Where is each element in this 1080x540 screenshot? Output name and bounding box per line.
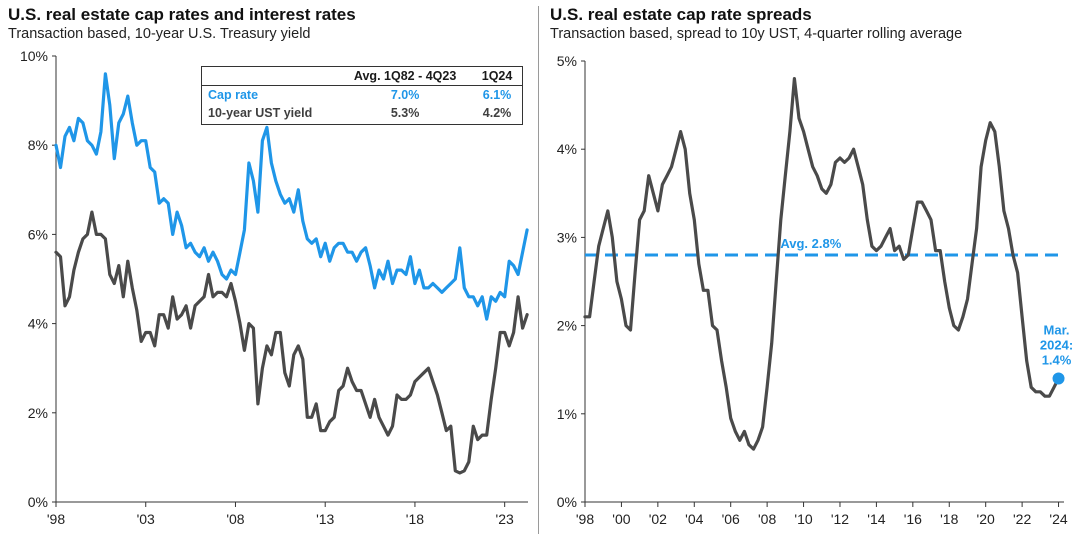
left-chart-svg: 0% 2% 4% 6% 8% 10% '98 '03 '08 '13 '18 '23	[20, 48, 529, 527]
legend-header-row: Avg. 1Q82 - 4Q23 1Q24	[202, 67, 522, 86]
right-chart-svg: 0% 1% 2% 3% 4% 5% '98 '00 '02 '04 '06 '08 '10 '12 '14 '…	[557, 53, 1073, 527]
right-chart-panel: U.S. real estate cap rate spreads Transa…	[544, 0, 1080, 540]
legend-cap-rate-avg: 7.0%	[390, 88, 420, 102]
y-tick-label: 3%	[557, 229, 577, 245]
x-tick-label: '08	[226, 511, 244, 527]
x-tick-label: '98	[47, 511, 65, 527]
x-tick-label: '03	[137, 511, 155, 527]
left-chart-title: U.S. real estate cap rates and interest …	[8, 5, 356, 24]
y-tick-label: 10%	[20, 48, 48, 64]
average-label: Avg. 2.8%	[780, 236, 841, 251]
x-tick-label: '16	[904, 511, 922, 527]
endpoint-label-line: 1.4%	[1042, 353, 1072, 368]
x-tick-label: '98	[576, 511, 594, 527]
x-tick-label: '14	[867, 511, 885, 527]
legend-header-latest: 1Q24	[472, 67, 522, 86]
y-tick-label: 6%	[28, 226, 48, 242]
y-tick-label: 4%	[557, 141, 577, 157]
endpoint-label-line: 2024:	[1040, 338, 1073, 353]
x-tick-label: '22	[1013, 511, 1031, 527]
x-tick-label: '02	[649, 511, 667, 527]
y-tick-label: 1%	[557, 406, 577, 422]
x-tick-label: '08	[758, 511, 776, 527]
panel-divider	[538, 6, 539, 534]
x-tick-label: '04	[685, 511, 703, 527]
y-tick-label: 5%	[557, 53, 577, 69]
spread-line	[583, 77, 1061, 451]
cap-rate-line	[54, 72, 529, 321]
x-tick-label: '18	[940, 511, 958, 527]
x-tick-label: '23	[496, 511, 514, 527]
legend-ust-label: 10-year UST yield	[208, 106, 313, 120]
x-tick-label: '10	[794, 511, 812, 527]
legend-cap-rate-label: Cap rate	[208, 88, 259, 102]
legend-row-cap-rate: Cap rate 7.0% 6.1%	[202, 86, 522, 105]
legend-ust-avg: 5.3%	[390, 106, 420, 120]
legend-header-average: Avg. 1Q82 - 4Q23	[338, 67, 473, 86]
y-tick-label: 4%	[28, 316, 48, 332]
x-tick-label: '13	[316, 511, 334, 527]
y-tick-label: 2%	[28, 405, 48, 421]
legend-header-blank	[202, 67, 339, 86]
x-tick-label: '18	[406, 511, 424, 527]
left-chart-subtitle: Transaction based, 10-year U.S. Treasury…	[8, 26, 311, 42]
legend-ust-latest: 4.2%	[482, 106, 512, 120]
x-tick-label: '00	[612, 511, 630, 527]
x-tick-label: '20	[977, 511, 995, 527]
endpoint-label-line: Mar.	[1044, 323, 1070, 338]
x-tick-label: '12	[831, 511, 849, 527]
10-year-ust-yield-line	[54, 210, 529, 475]
legend-row-ust-yield: 10-year UST yield 5.3% 4.2%	[202, 104, 522, 122]
x-tick-label: '24	[1049, 511, 1067, 527]
x-tick-label: '06	[722, 511, 740, 527]
endpoint-marker	[1052, 372, 1065, 385]
y-tick-label: 0%	[28, 494, 48, 510]
right-chart-title: U.S. real estate cap rate spreads	[550, 5, 812, 24]
left-chart-panel: U.S. real estate cap rates and interest …	[0, 0, 536, 540]
right-chart-subtitle: Transaction based, spread to 10y UST, 4-…	[550, 26, 963, 42]
y-tick-label: 8%	[28, 137, 48, 153]
y-tick-label: 2%	[557, 318, 577, 334]
legend-table: Avg. 1Q82 - 4Q23 1Q24 Cap rate 7.0% 6.1%…	[201, 66, 523, 125]
y-tick-label: 0%	[557, 494, 577, 510]
legend-cap-rate-latest: 6.1%	[482, 88, 512, 102]
